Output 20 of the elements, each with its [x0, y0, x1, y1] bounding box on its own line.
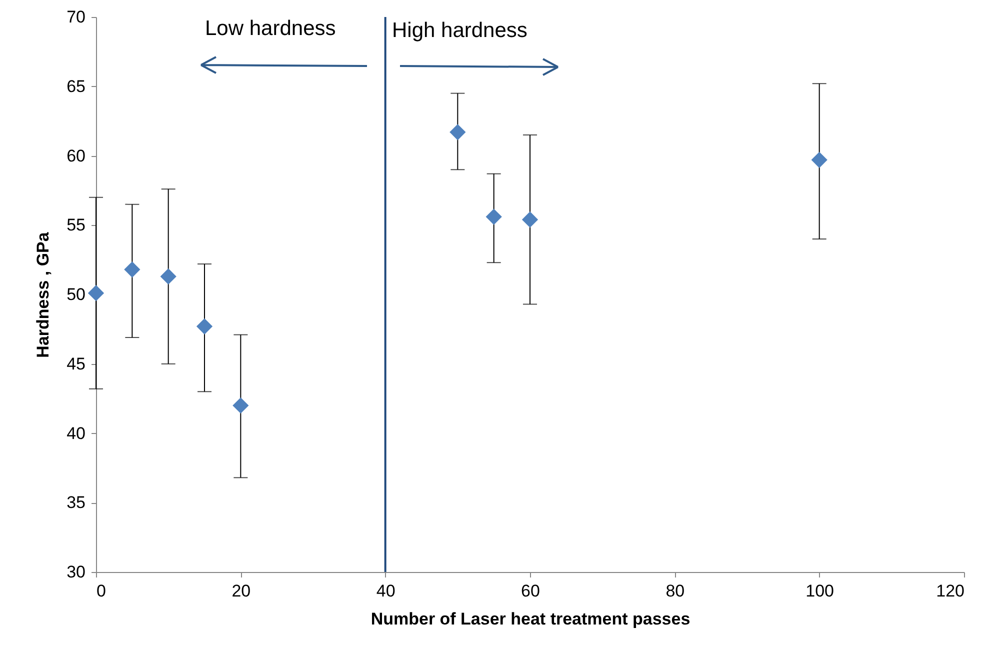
x-tick-label: 20 [232, 582, 251, 600]
y-tick-label: 65 [66, 76, 86, 96]
x-tick-label: 60 [521, 582, 540, 600]
y-tick-label: 30 [66, 562, 86, 582]
y-axis-title: Hardness , GPa [34, 232, 53, 358]
y-tick-label: 60 [66, 146, 86, 166]
x-tick-label: 40 [376, 582, 396, 600]
annotation: High hardness [392, 19, 528, 43]
y-tick-label: 40 [66, 424, 86, 443]
x-axis-title: Number of Laser heat treatment passes [370, 610, 690, 628]
x-tick-label: 80 [666, 582, 685, 600]
x-tick-label: 120 [936, 582, 964, 600]
x-tick-label: 100 [806, 582, 834, 600]
y-tick-label: 70 [66, 8, 86, 26]
y-tick-label: 45 [66, 354, 86, 374]
y-tick-label: 50 [66, 285, 86, 304]
y-tick-label: 55 [66, 216, 86, 235]
y-tick-label: 35 [66, 493, 86, 512]
annotation: Low hardness [205, 17, 336, 41]
x-tick-label: 0 [96, 582, 106, 600]
